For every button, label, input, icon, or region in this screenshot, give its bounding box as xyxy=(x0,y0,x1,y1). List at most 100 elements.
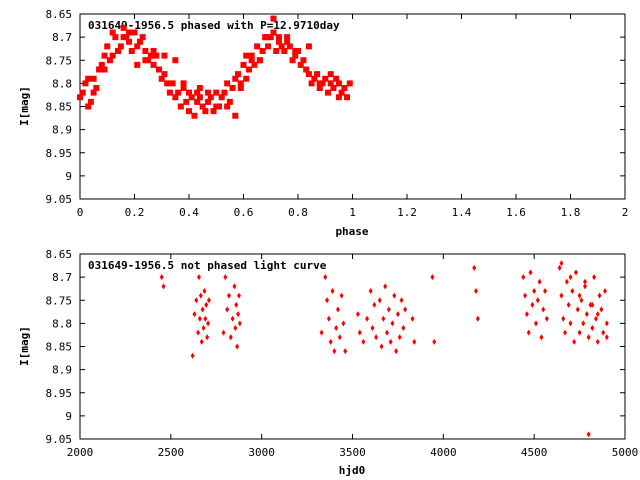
unphased-data-point xyxy=(410,315,415,322)
phased-data-point xyxy=(205,89,212,96)
unphased-data-point xyxy=(573,269,578,276)
phased-data-point xyxy=(117,43,124,50)
phased-data-point xyxy=(180,80,187,87)
unphased-data-point xyxy=(194,297,199,304)
unphased-data-point xyxy=(586,431,591,438)
phased-data-point xyxy=(177,103,184,110)
unphased-light-curve-chart: 031649-1956.5 not phased light curve hjd… xyxy=(18,248,638,477)
phased-data-point xyxy=(85,103,92,110)
unphased-data-point xyxy=(566,301,571,308)
unphased-data-point xyxy=(226,292,231,299)
phased-data-point xyxy=(267,34,274,41)
phased-data-point xyxy=(150,48,157,54)
phased-data-point xyxy=(85,75,92,82)
phased-data-point xyxy=(166,89,173,96)
phased-y-tick-label: 9 xyxy=(65,170,72,183)
phased-data-point xyxy=(240,61,247,68)
phased-y-tick-label: 9.05 xyxy=(46,193,73,206)
phased-y-tick-label: 8.8 xyxy=(52,77,72,90)
unphased-y-tick-label: 9 xyxy=(65,410,72,423)
phased-data-point xyxy=(210,108,217,115)
unphased-x-axis-label: hjd0 xyxy=(339,464,366,477)
phased-data-point xyxy=(224,103,231,110)
unphased-data-point xyxy=(339,292,344,299)
phased-data-point xyxy=(169,80,176,87)
unphased-data-point xyxy=(203,315,208,322)
unphased-data-point xyxy=(599,306,604,313)
phased-data-point xyxy=(300,57,307,64)
unphased-data-point xyxy=(206,297,211,304)
unphased-data-point xyxy=(206,320,211,327)
unphased-data-point xyxy=(390,320,395,327)
phased-data-point xyxy=(270,29,277,36)
unphased-y-tick-label: 8.8 xyxy=(52,317,72,330)
phased-y-tick-label: 8.9 xyxy=(52,124,72,137)
phased-x-tick-label: 1.4 xyxy=(452,206,472,219)
phased-data-point xyxy=(273,48,280,54)
unphased-y-axis-label: I[mag] xyxy=(18,326,31,366)
phased-data-point xyxy=(196,94,203,101)
unphased-y-tick-label: 8.75 xyxy=(46,294,73,307)
phased-y-tick-label: 8.65 xyxy=(46,8,73,21)
phased-data-point xyxy=(164,80,171,87)
phased-data-point xyxy=(115,48,122,54)
phased-data-point xyxy=(275,34,282,41)
phased-data-point xyxy=(172,57,179,64)
phased-x-tick-label: 1.6 xyxy=(506,206,526,219)
phased-data-point xyxy=(237,80,244,87)
phased-data-point xyxy=(243,75,250,82)
unphased-data-point xyxy=(230,315,235,322)
phased-data-point xyxy=(259,48,266,54)
phased-data-point xyxy=(79,89,86,96)
unphased-data-point xyxy=(326,315,331,322)
unphased-data-point xyxy=(383,283,388,290)
unphased-data-point xyxy=(544,315,549,322)
phased-data-point xyxy=(180,85,187,91)
unphased-data-point xyxy=(334,325,339,331)
unphased-data-point xyxy=(328,338,333,345)
phased-data-point xyxy=(136,38,143,45)
phased-data-point xyxy=(270,15,277,22)
unphased-data-point xyxy=(399,297,404,304)
phased-data-point xyxy=(251,61,258,68)
phased-data-point xyxy=(82,80,89,87)
phased-data-point xyxy=(109,52,116,59)
unphased-data-point xyxy=(236,311,241,318)
phased-data-point xyxy=(314,71,321,78)
unphased-data-point xyxy=(341,320,346,327)
unphased-data-point xyxy=(319,329,324,336)
phased-data-point xyxy=(150,61,157,68)
unphased-data-point xyxy=(568,320,573,327)
unphased-data-point xyxy=(372,301,377,308)
unphased-data-point xyxy=(235,343,240,350)
phased-data-point xyxy=(284,38,291,45)
phased-data-point xyxy=(101,52,108,59)
phased-data-point xyxy=(341,85,348,91)
unphased-data-point xyxy=(535,297,540,304)
phased-x-tick-label: 0.2 xyxy=(125,206,145,219)
phased-data-point xyxy=(275,38,282,45)
unphased-data-point xyxy=(583,283,588,290)
unphased-data-point xyxy=(597,292,602,299)
unphased-data-point xyxy=(190,352,195,359)
phased-data-point xyxy=(278,43,285,50)
phased-data-point xyxy=(90,75,97,82)
unphased-data-point xyxy=(161,283,166,290)
phased-data-point xyxy=(126,38,133,45)
unphased-data-point xyxy=(474,288,479,294)
unphased-data-point xyxy=(198,292,203,299)
phased-axis-ticks: 0 0.2 0.4 0.6 0.8 1 1.2 1.4 1.6 1.8 2 8.65 8.7 8.75 8.… xyxy=(46,8,629,219)
unphased-data-point xyxy=(223,274,228,281)
phased-x-tick-label: 0 xyxy=(77,206,84,219)
unphased-data-point xyxy=(586,334,591,341)
unphased-data-point xyxy=(236,292,241,299)
unphased-data-point xyxy=(581,320,586,327)
phased-data-point xyxy=(183,98,190,105)
phased-data-point xyxy=(139,34,146,41)
unphased-data-point xyxy=(365,315,370,322)
phased-x-tick-label: 1.8 xyxy=(561,206,581,219)
phased-data-points xyxy=(77,15,353,119)
unphased-data-point xyxy=(539,334,544,341)
unphased-data-point xyxy=(357,329,362,336)
